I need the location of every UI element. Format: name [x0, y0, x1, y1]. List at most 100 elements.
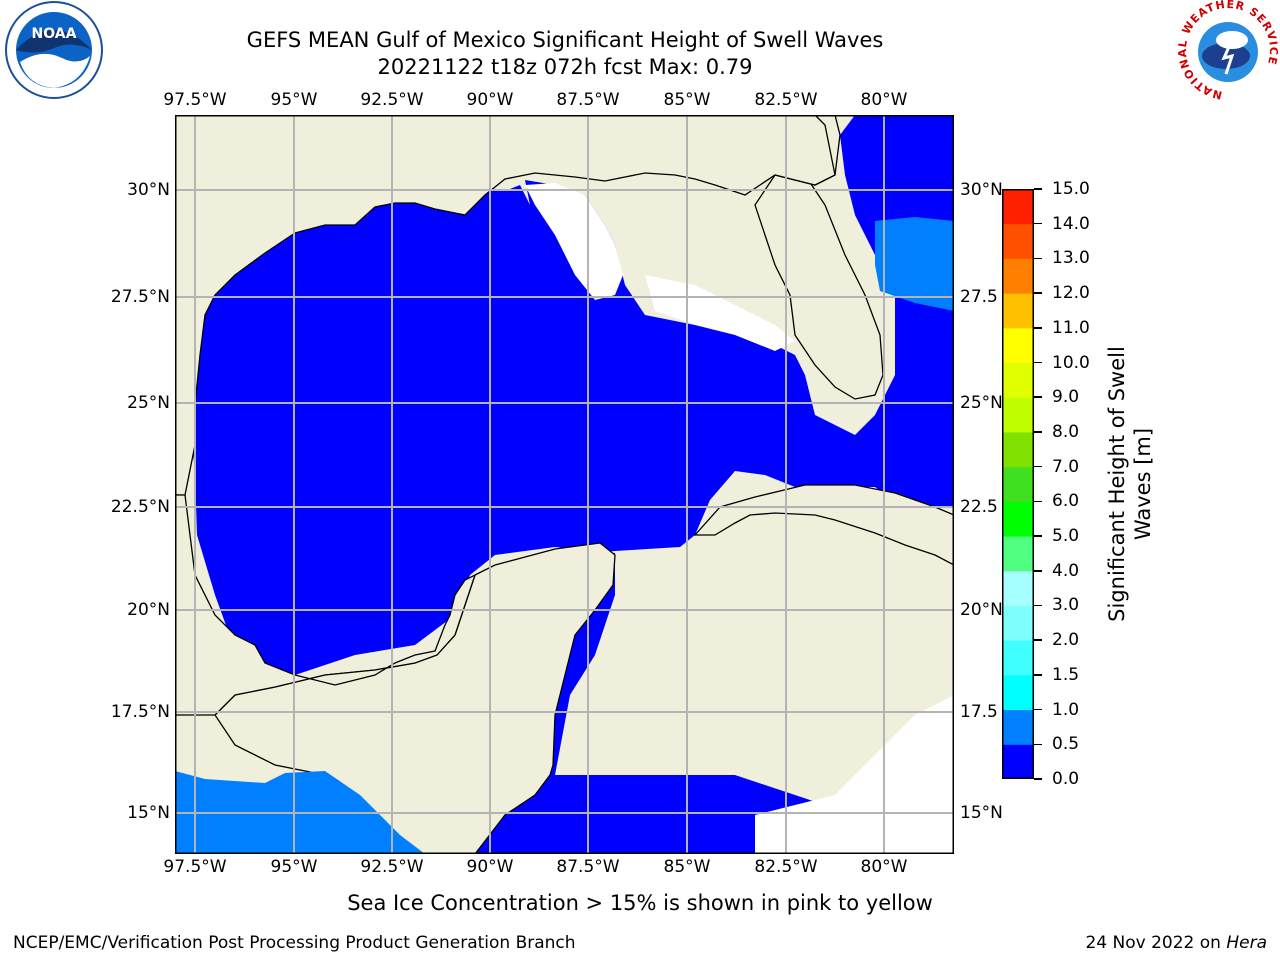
colorbar-tick-mark: [1034, 396, 1042, 398]
credit-host: Hera: [1226, 933, 1267, 953]
colorbar-segment: [1002, 431, 1034, 468]
colorbar-tick-mark: [1034, 292, 1042, 294]
colorbar-tick-mark: [1034, 778, 1042, 780]
colorbar-tick-label: 8.0: [1052, 421, 1080, 442]
colorbar: [1002, 189, 1034, 779]
colorbar-tick-mark: [1034, 570, 1042, 572]
colorbar-tick-label: 0.5: [1052, 734, 1080, 755]
lon-tick-top: 87.5°W: [556, 90, 620, 110]
colorbar-tick-mark: [1034, 188, 1042, 190]
colorbar-tick-label: 4.0: [1052, 560, 1080, 581]
lat-tick-left: 20°N: [127, 600, 170, 620]
colorbar-segment: [1002, 258, 1034, 294]
lon-tick-bottom: 92.5°W: [360, 857, 424, 877]
colorbar-tick-mark: [1034, 674, 1042, 676]
colorbar-segment: [1002, 327, 1034, 364]
lon-tick-top: 97.5°W: [163, 90, 227, 110]
colorbar-tick-mark: [1034, 431, 1042, 433]
colorbar-tick-mark: [1034, 327, 1042, 329]
lat-tick-left: 15°N: [127, 803, 170, 823]
map-panel: [175, 115, 954, 854]
lon-tick-top: 80°W: [860, 90, 908, 110]
lat-tick-right: 17.5: [960, 702, 998, 722]
nodata-gulf-east: [525, 183, 795, 351]
colorbar-tick-label: 9.0: [1052, 387, 1080, 408]
colorbar-frame: [1002, 189, 1034, 779]
colorbar-segment: [1002, 362, 1034, 398]
nws-logo: NATIONAL WEATHER SERVICE: [1176, 0, 1280, 102]
lat-tick-left: 27.5°N: [110, 287, 170, 307]
lat-tick-left: 17.5°N: [110, 702, 170, 722]
colorbar-segment: [1002, 744, 1034, 779]
noaa-logo: NOAA: [2, 0, 106, 104]
colorbar-segment: [1002, 189, 1034, 225]
colorbar-tick-label: 14.0: [1052, 213, 1090, 234]
chart-title: GEFS MEAN Gulf of Mexico Significant Hei…: [246, 28, 884, 52]
colorbar-tick-mark: [1034, 743, 1042, 746]
colorbar-segment: [1002, 605, 1034, 641]
gulf-swell-field: [190, 115, 954, 854]
colorbar-tick-label: 2.0: [1052, 630, 1080, 651]
colorbar-segment: [1002, 397, 1034, 433]
colorbar-tick-label: 5.0: [1052, 526, 1080, 547]
nodata-caribbean: [755, 695, 954, 854]
atlantic-swell-patch: [875, 217, 954, 311]
lat-tick-right: 30°N: [960, 180, 1003, 200]
colorbar-tick-label: 11.0: [1052, 317, 1090, 338]
lat-tick-right: 20°N: [960, 600, 1003, 620]
lon-tick-bottom: 82.5°W: [754, 857, 818, 877]
chart-subtitle: 20221122 t18z 072h fcst Max: 0.79: [377, 55, 753, 79]
lat-tick-right: 27.5: [960, 287, 998, 307]
colorbar-segment: [1002, 293, 1034, 329]
colorbar-tick-mark: [1034, 604, 1042, 607]
colorbar-tick-mark: [1034, 708, 1042, 711]
lon-tick-top: 82.5°W: [754, 90, 818, 110]
lon-tick-top: 92.5°W: [360, 90, 424, 110]
lon-tick-top: 90°W: [466, 90, 514, 110]
colorbar-tick-label: 0.0: [1052, 769, 1080, 789]
lon-tick-bottom: 90°W: [466, 857, 514, 877]
colorbar-tick-label: 1.0: [1052, 699, 1080, 720]
colorbar-tick-mark: [1034, 535, 1042, 537]
colorbar-segment: [1002, 640, 1034, 676]
colorbar-tick-label: 1.5: [1052, 664, 1080, 685]
colorbar-tick-mark: [1034, 639, 1042, 641]
colorbar-segment: [1002, 536, 1034, 572]
lat-tick-right: 25°N: [960, 393, 1003, 413]
lon-tick-bottom: 87.5°W: [556, 857, 620, 877]
colorbar-tick-mark: [1034, 500, 1042, 503]
colorbar-tick-label: 7.0: [1052, 456, 1080, 477]
colorbar-tick-mark: [1034, 222, 1042, 225]
lat-tick-left: 25°N: [127, 393, 170, 413]
colorbar-tick-mark: [1034, 465, 1042, 468]
sea-ice-note: Sea Ice Concentration > 15% is shown in …: [347, 891, 933, 915]
cuba-land: [693, 484, 954, 566]
lat-tick-left: 30°N: [127, 180, 170, 200]
colorbar-label: Significant Height of Swell Waves [m]: [1105, 346, 1155, 622]
colorbar-tick-label: 12.0: [1052, 283, 1090, 304]
lat-tick-right: 22.5: [960, 497, 998, 517]
colorbar-segment: [1002, 674, 1034, 711]
colorbar-segment: [1002, 466, 1034, 502]
map-frame: [175, 115, 954, 854]
colorbar-tick-label: 13.0: [1052, 248, 1090, 269]
credit-date-text: 24 Nov 2022 on: [1085, 933, 1227, 953]
lat-tick-right: 15°N: [960, 803, 1003, 823]
lon-tick-bottom: 85°W: [663, 857, 711, 877]
colorbar-tick-label: 10.0: [1052, 352, 1090, 373]
colorbar-segment: [1002, 570, 1034, 606]
colorbar-tick-label: 6.0: [1052, 491, 1080, 512]
lon-tick-top: 95°W: [270, 90, 318, 110]
lon-tick-top: 85°W: [663, 90, 711, 110]
grid-lines: [175, 115, 954, 854]
credit-date: 24 Nov 2022 on Hera: [1085, 933, 1267, 953]
lon-tick-bottom: 95°W: [270, 857, 318, 877]
colorbar-tick-label: 15.0: [1052, 179, 1090, 199]
colorbar-tick-mark: [1034, 361, 1042, 364]
credit-left: NCEP/EMC/Verification Post Processing Pr…: [13, 933, 576, 953]
colorbar-segment: [1002, 223, 1034, 259]
lon-tick-bottom: 80°W: [860, 857, 908, 877]
svg-text:NOAA: NOAA: [32, 26, 77, 42]
lat-tick-left: 22.5°N: [110, 497, 170, 517]
gulf-coast-land: [175, 115, 836, 496]
